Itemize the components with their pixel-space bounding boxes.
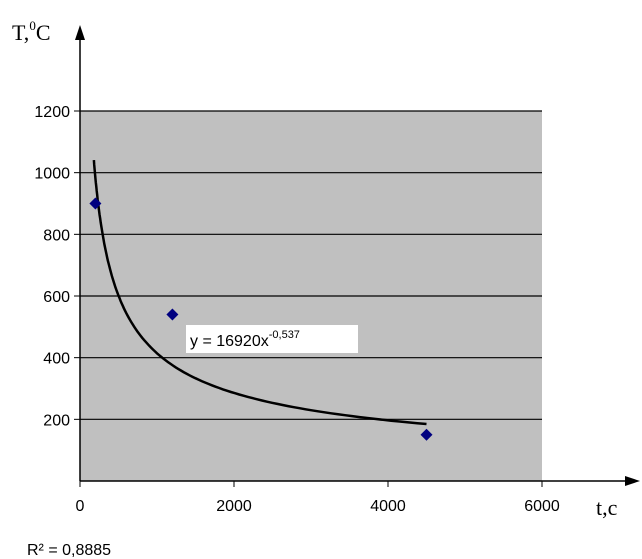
y-axis-arrow [75,25,85,40]
y-tick-label-800: 800 [43,227,70,244]
y-tick-label-600: 600 [43,289,70,306]
y-tick-label-400: 400 [43,351,70,368]
equation-box [186,325,358,353]
r-squared-label: R² = 0,8885 [27,542,111,559]
equation-base: y = 16920x [190,333,269,350]
y-tick-label-1000: 1000 [34,166,70,183]
equation-exponent: -0,537 [269,329,300,341]
x-tick-label-2000: 2000 [216,498,252,515]
y-axis-title-sup: 0 [29,18,36,33]
x-axis-arrow [625,476,640,486]
y-tick-label-1200: 1200 [34,104,70,121]
gridlines [80,110,542,420]
x-tick-labels: 0 2000 4000 6000 [76,481,560,515]
data-point-3 [420,428,433,441]
data-point-1 [89,197,102,210]
x-tick-label-0: 0 [76,498,85,515]
data-point-2 [166,308,179,321]
y-tick-labels: 200 400 600 800 1000 1200 [34,104,80,429]
trendline-equation: y = 16920x-0,537 [190,329,300,350]
trendline [92,160,427,426]
data-points [89,197,433,441]
y-axis-title: T,0C [12,18,51,45]
x-axis-title: t,c [596,495,618,520]
y-axis-title-rest: C [36,20,51,45]
x-tick-label-6000: 6000 [524,498,560,515]
x-tick-label-4000: 4000 [370,498,406,515]
y-axis-title-base: T, [12,20,29,45]
y-tick-label-200: 200 [43,412,70,429]
